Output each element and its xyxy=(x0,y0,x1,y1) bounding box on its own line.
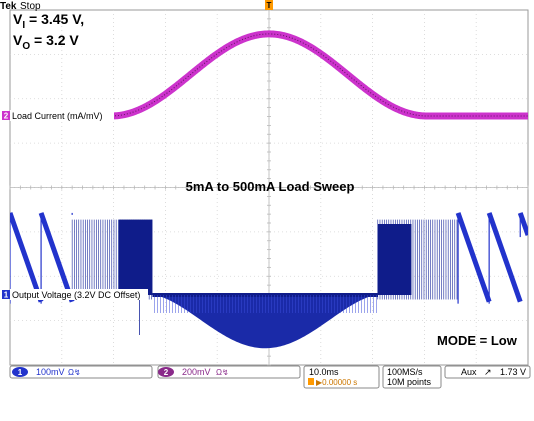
ch2-badge: 2 xyxy=(164,368,169,377)
output-voltage-ramp xyxy=(455,212,492,303)
trigger-position-marker[interactable]: T xyxy=(265,0,273,10)
output-voltage-burst-block xyxy=(377,224,412,295)
trigger-level: 1.73 V xyxy=(500,367,526,377)
vi-annotation: VI = 3.45 V, xyxy=(13,11,84,31)
output-voltage-ceiling xyxy=(152,293,378,297)
output-voltage-dip xyxy=(152,295,378,349)
brand-label: Tek xyxy=(0,1,17,12)
trigger-readout[interactable]: Aux ↗ 1.73 V xyxy=(444,365,531,379)
output-voltage-ramp xyxy=(10,212,44,303)
record-length: 10M points xyxy=(387,377,432,387)
ch2-scale-readout[interactable]: 2 200mV Ω↯ xyxy=(157,365,301,379)
ch1-label: Output Voltage (3.2V DC Offset) xyxy=(12,290,140,300)
trigger-marker-label: T xyxy=(267,1,272,10)
sweep-title: 5mA to 500mA Load Sweep xyxy=(186,179,355,194)
acquisition-state: Stop xyxy=(20,1,41,12)
ch1-marker-number: 1 xyxy=(4,291,9,300)
ch1-badge: 1 xyxy=(18,368,23,377)
timebase-readout[interactable]: 10.0ms ▶0.00000 s xyxy=(303,365,380,389)
ch2-ground-marker[interactable]: 2 xyxy=(2,111,10,121)
ch1-coupling: Ω↯ xyxy=(68,368,81,377)
delay-icon xyxy=(308,378,314,385)
ch1-ground-marker[interactable]: 1 xyxy=(2,290,10,300)
output-voltage-ramp xyxy=(517,212,528,236)
ch1-volts-per-div: 100mV xyxy=(36,367,65,377)
ch1-scale-readout[interactable]: 1 100mV Ω↯ xyxy=(9,365,153,379)
load-current-trace-noise xyxy=(10,33,528,117)
sample-rate: 100MS/s xyxy=(387,367,423,377)
time-per-div: 10.0ms xyxy=(309,367,339,377)
ch2-coupling: Ω↯ xyxy=(216,368,229,377)
vo-annotation: VO = 3.2 V xyxy=(13,32,79,52)
ch2-label: Load Current (mA/mV) xyxy=(12,111,103,121)
horizontal-delay: ▶0.00000 s xyxy=(316,378,357,387)
output-voltage-ramp xyxy=(38,212,75,303)
ch2-marker-number: 2 xyxy=(4,112,9,121)
output-voltage-ramp xyxy=(486,212,523,303)
status-bar: 1 100mV Ω↯ 2 200mV Ω↯ 10.0ms ▶0.00000 s … xyxy=(9,365,531,389)
trigger-slope-icon: ↗ xyxy=(484,367,492,377)
ch2-volts-per-div: 200mV xyxy=(182,367,211,377)
output-voltage-waveform xyxy=(10,212,528,349)
acquisition-readout[interactable]: 100MS/s 10M points xyxy=(382,365,442,389)
trigger-source: Aux xyxy=(461,367,477,377)
mode-annotation: MODE = Low xyxy=(437,333,518,348)
output-voltage-burst-block xyxy=(118,219,153,295)
